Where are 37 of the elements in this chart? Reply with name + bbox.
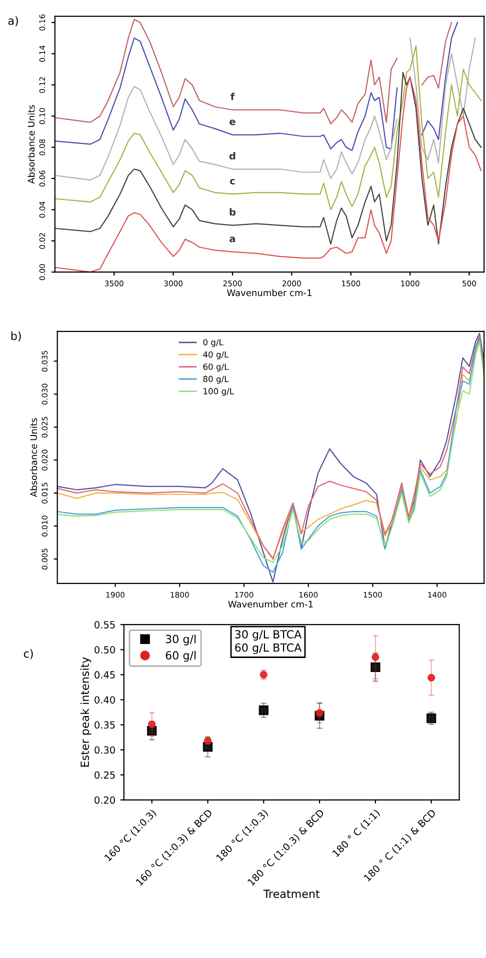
y-tick-label: 0.50	[94, 646, 115, 654]
series-label: b	[230, 208, 236, 216]
y-axis-title: Ester peak intensity	[80, 657, 92, 767]
series-label: c	[230, 178, 235, 185]
legend-label: 0 g/L	[203, 339, 224, 348]
legend-label: 30 g/l	[166, 634, 196, 646]
series-label: f	[230, 92, 235, 100]
y-tick-label: 0.40	[94, 696, 115, 704]
legend-label: 60 g/l	[166, 650, 196, 662]
point	[428, 674, 436, 682]
series-label: d	[229, 152, 236, 160]
x-axis-title: Wavenumber cm-1	[228, 600, 313, 608]
legend-label: 80 g/L	[203, 376, 229, 384]
line-series	[54, 72, 482, 245]
text: a)	[8, 16, 18, 26]
y-tick-label: 0.55	[94, 621, 115, 628]
y-axis-title: Absorbance Units	[28, 104, 35, 184]
y-tick-label: 0.45	[94, 671, 115, 679]
point	[370, 662, 380, 672]
y-tick-label: 0.35	[94, 721, 115, 729]
legend-label: 100 g/L	[204, 388, 234, 396]
y-tick-label: 0.20	[94, 796, 115, 804]
y-tick-label: 0.25	[94, 771, 115, 779]
y-tick-label: 0.30	[94, 746, 115, 754]
annotation: 30 g/L BTCA 60 g/L BTCA	[235, 630, 302, 654]
legend-label: 60 g/L	[203, 364, 229, 372]
text: b)	[11, 331, 21, 342]
line-series	[54, 76, 482, 272]
point	[316, 708, 324, 717]
series-label: a	[230, 236, 236, 242]
point	[258, 705, 269, 716]
y-axis-title: Absorbance Units	[30, 418, 38, 498]
x-axis-title: Treatment	[263, 890, 320, 898]
x-axis-title: Wavenumber cm-1	[226, 289, 312, 296]
text: c)	[24, 649, 33, 660]
legend-label: 40 g/L	[203, 351, 229, 360]
series-label: e	[230, 120, 236, 126]
